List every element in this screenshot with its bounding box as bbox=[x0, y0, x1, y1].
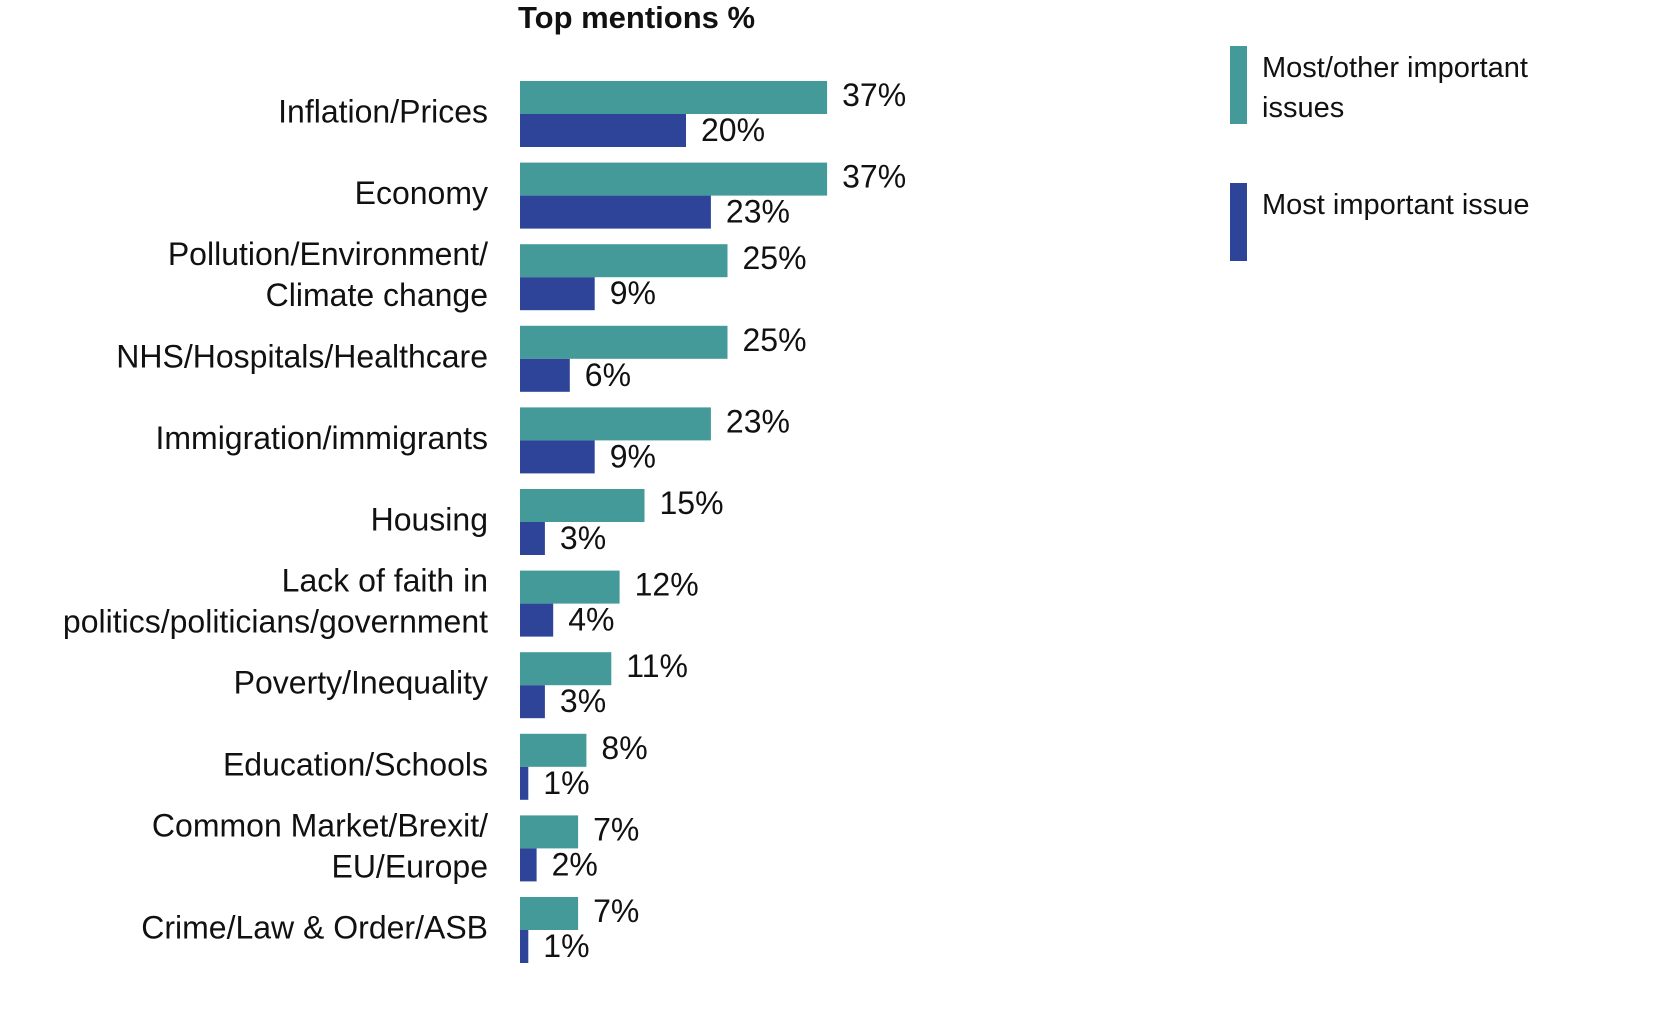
category-label: politics/politicians/government bbox=[63, 604, 488, 640]
category-label: Housing bbox=[371, 501, 488, 537]
value-label: 3% bbox=[560, 683, 606, 719]
bar bbox=[520, 766, 529, 800]
category-label: Inflation/Prices bbox=[278, 93, 488, 129]
bar bbox=[520, 522, 545, 555]
value-label: 9% bbox=[610, 275, 656, 311]
category-label: Climate change bbox=[266, 277, 488, 313]
value-label: 2% bbox=[552, 846, 598, 882]
bar bbox=[520, 162, 828, 196]
category-label: Economy bbox=[355, 175, 488, 211]
bar bbox=[520, 358, 570, 392]
bar bbox=[520, 407, 711, 441]
legend-swatch bbox=[1230, 46, 1247, 124]
bar bbox=[520, 733, 587, 767]
category-label: Immigration/immigrants bbox=[155, 420, 488, 456]
bar bbox=[520, 244, 728, 278]
legend-label: Most important issue bbox=[1262, 189, 1530, 221]
legend-label: Most/other important issues bbox=[1262, 52, 1528, 124]
bar bbox=[520, 114, 686, 147]
value-label: 25% bbox=[743, 322, 807, 358]
bar bbox=[520, 848, 537, 882]
category-label: Poverty/Inequality bbox=[234, 665, 488, 701]
category-label: Education/Schools bbox=[223, 746, 488, 782]
bar bbox=[520, 440, 595, 474]
bar bbox=[520, 603, 554, 637]
value-label: 1% bbox=[543, 765, 589, 801]
bar bbox=[520, 930, 529, 963]
value-label: 11% bbox=[626, 648, 688, 684]
value-label: 37% bbox=[842, 77, 906, 113]
value-label: 20% bbox=[701, 112, 765, 148]
value-label: 7% bbox=[593, 811, 639, 847]
bar bbox=[520, 325, 728, 359]
value-label: 9% bbox=[610, 438, 656, 474]
bar bbox=[520, 685, 545, 719]
category-label: Crime/Law & Order/ASB bbox=[141, 909, 488, 945]
bar bbox=[520, 277, 595, 311]
bar bbox=[520, 897, 579, 930]
value-label: 23% bbox=[726, 403, 790, 439]
value-label: 12% bbox=[635, 567, 699, 603]
bar bbox=[520, 570, 620, 604]
value-label: 6% bbox=[585, 357, 631, 393]
value-label: 7% bbox=[593, 893, 639, 929]
category-label: Common Market/Brexit/ bbox=[152, 807, 488, 843]
bar bbox=[520, 81, 828, 114]
bar bbox=[520, 652, 612, 686]
value-label: 8% bbox=[601, 730, 647, 766]
value-label: 3% bbox=[560, 520, 606, 556]
bar bbox=[520, 195, 711, 229]
legend-swatch bbox=[1230, 183, 1247, 261]
value-label: 25% bbox=[743, 240, 807, 276]
chart-title: Top mentions % bbox=[518, 0, 755, 35]
value-label: 23% bbox=[726, 194, 790, 230]
bar bbox=[520, 815, 579, 849]
category-label: NHS/Hospitals/Healthcare bbox=[116, 338, 488, 374]
bar bbox=[520, 489, 645, 522]
value-label: 1% bbox=[543, 928, 589, 964]
value-label: 4% bbox=[568, 602, 614, 638]
category-label: Pollution/Environment/ bbox=[168, 236, 488, 272]
category-label: Lack of faith in bbox=[282, 563, 488, 599]
value-label: 37% bbox=[842, 159, 906, 195]
category-label: EU/Europe bbox=[331, 848, 488, 884]
value-label: 15% bbox=[660, 485, 724, 521]
